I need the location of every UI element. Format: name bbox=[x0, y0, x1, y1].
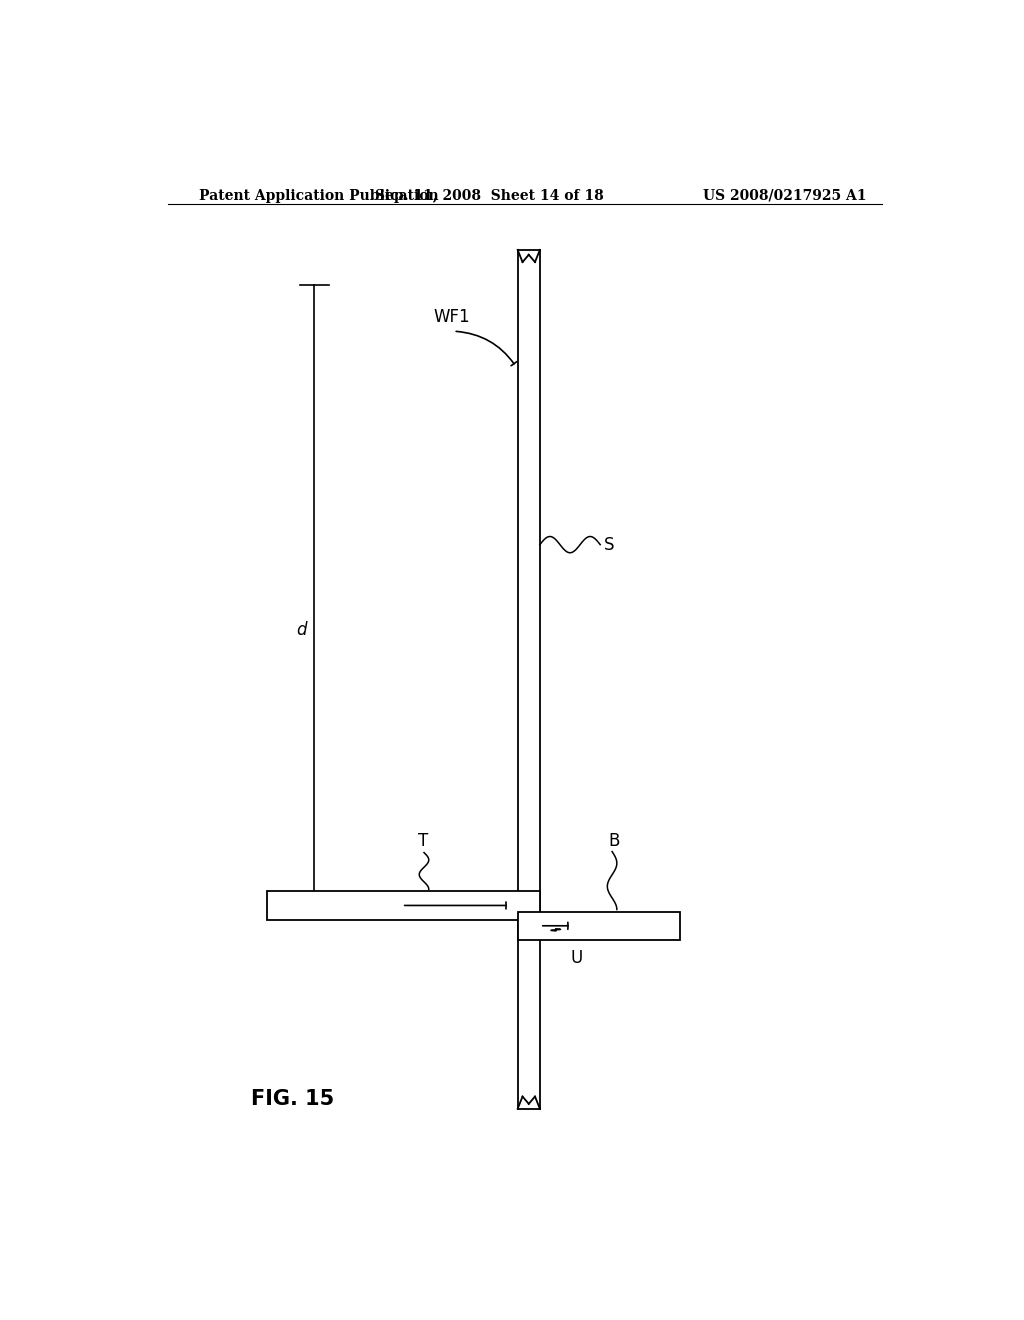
Bar bbox=[518, 912, 680, 940]
Text: WF1: WF1 bbox=[433, 308, 470, 326]
Bar bbox=[518, 249, 539, 1109]
Text: S: S bbox=[604, 536, 614, 553]
Text: U: U bbox=[570, 949, 583, 968]
Text: Sep. 11, 2008  Sheet 14 of 18: Sep. 11, 2008 Sheet 14 of 18 bbox=[375, 189, 603, 203]
Text: Patent Application Publication: Patent Application Publication bbox=[200, 189, 439, 203]
Text: d: d bbox=[296, 620, 306, 639]
Text: FIG. 15: FIG. 15 bbox=[251, 1089, 334, 1109]
Text: US 2008/0217925 A1: US 2008/0217925 A1 bbox=[702, 189, 866, 203]
Bar bbox=[267, 891, 540, 920]
Text: T: T bbox=[418, 832, 428, 850]
Text: B: B bbox=[608, 832, 620, 850]
